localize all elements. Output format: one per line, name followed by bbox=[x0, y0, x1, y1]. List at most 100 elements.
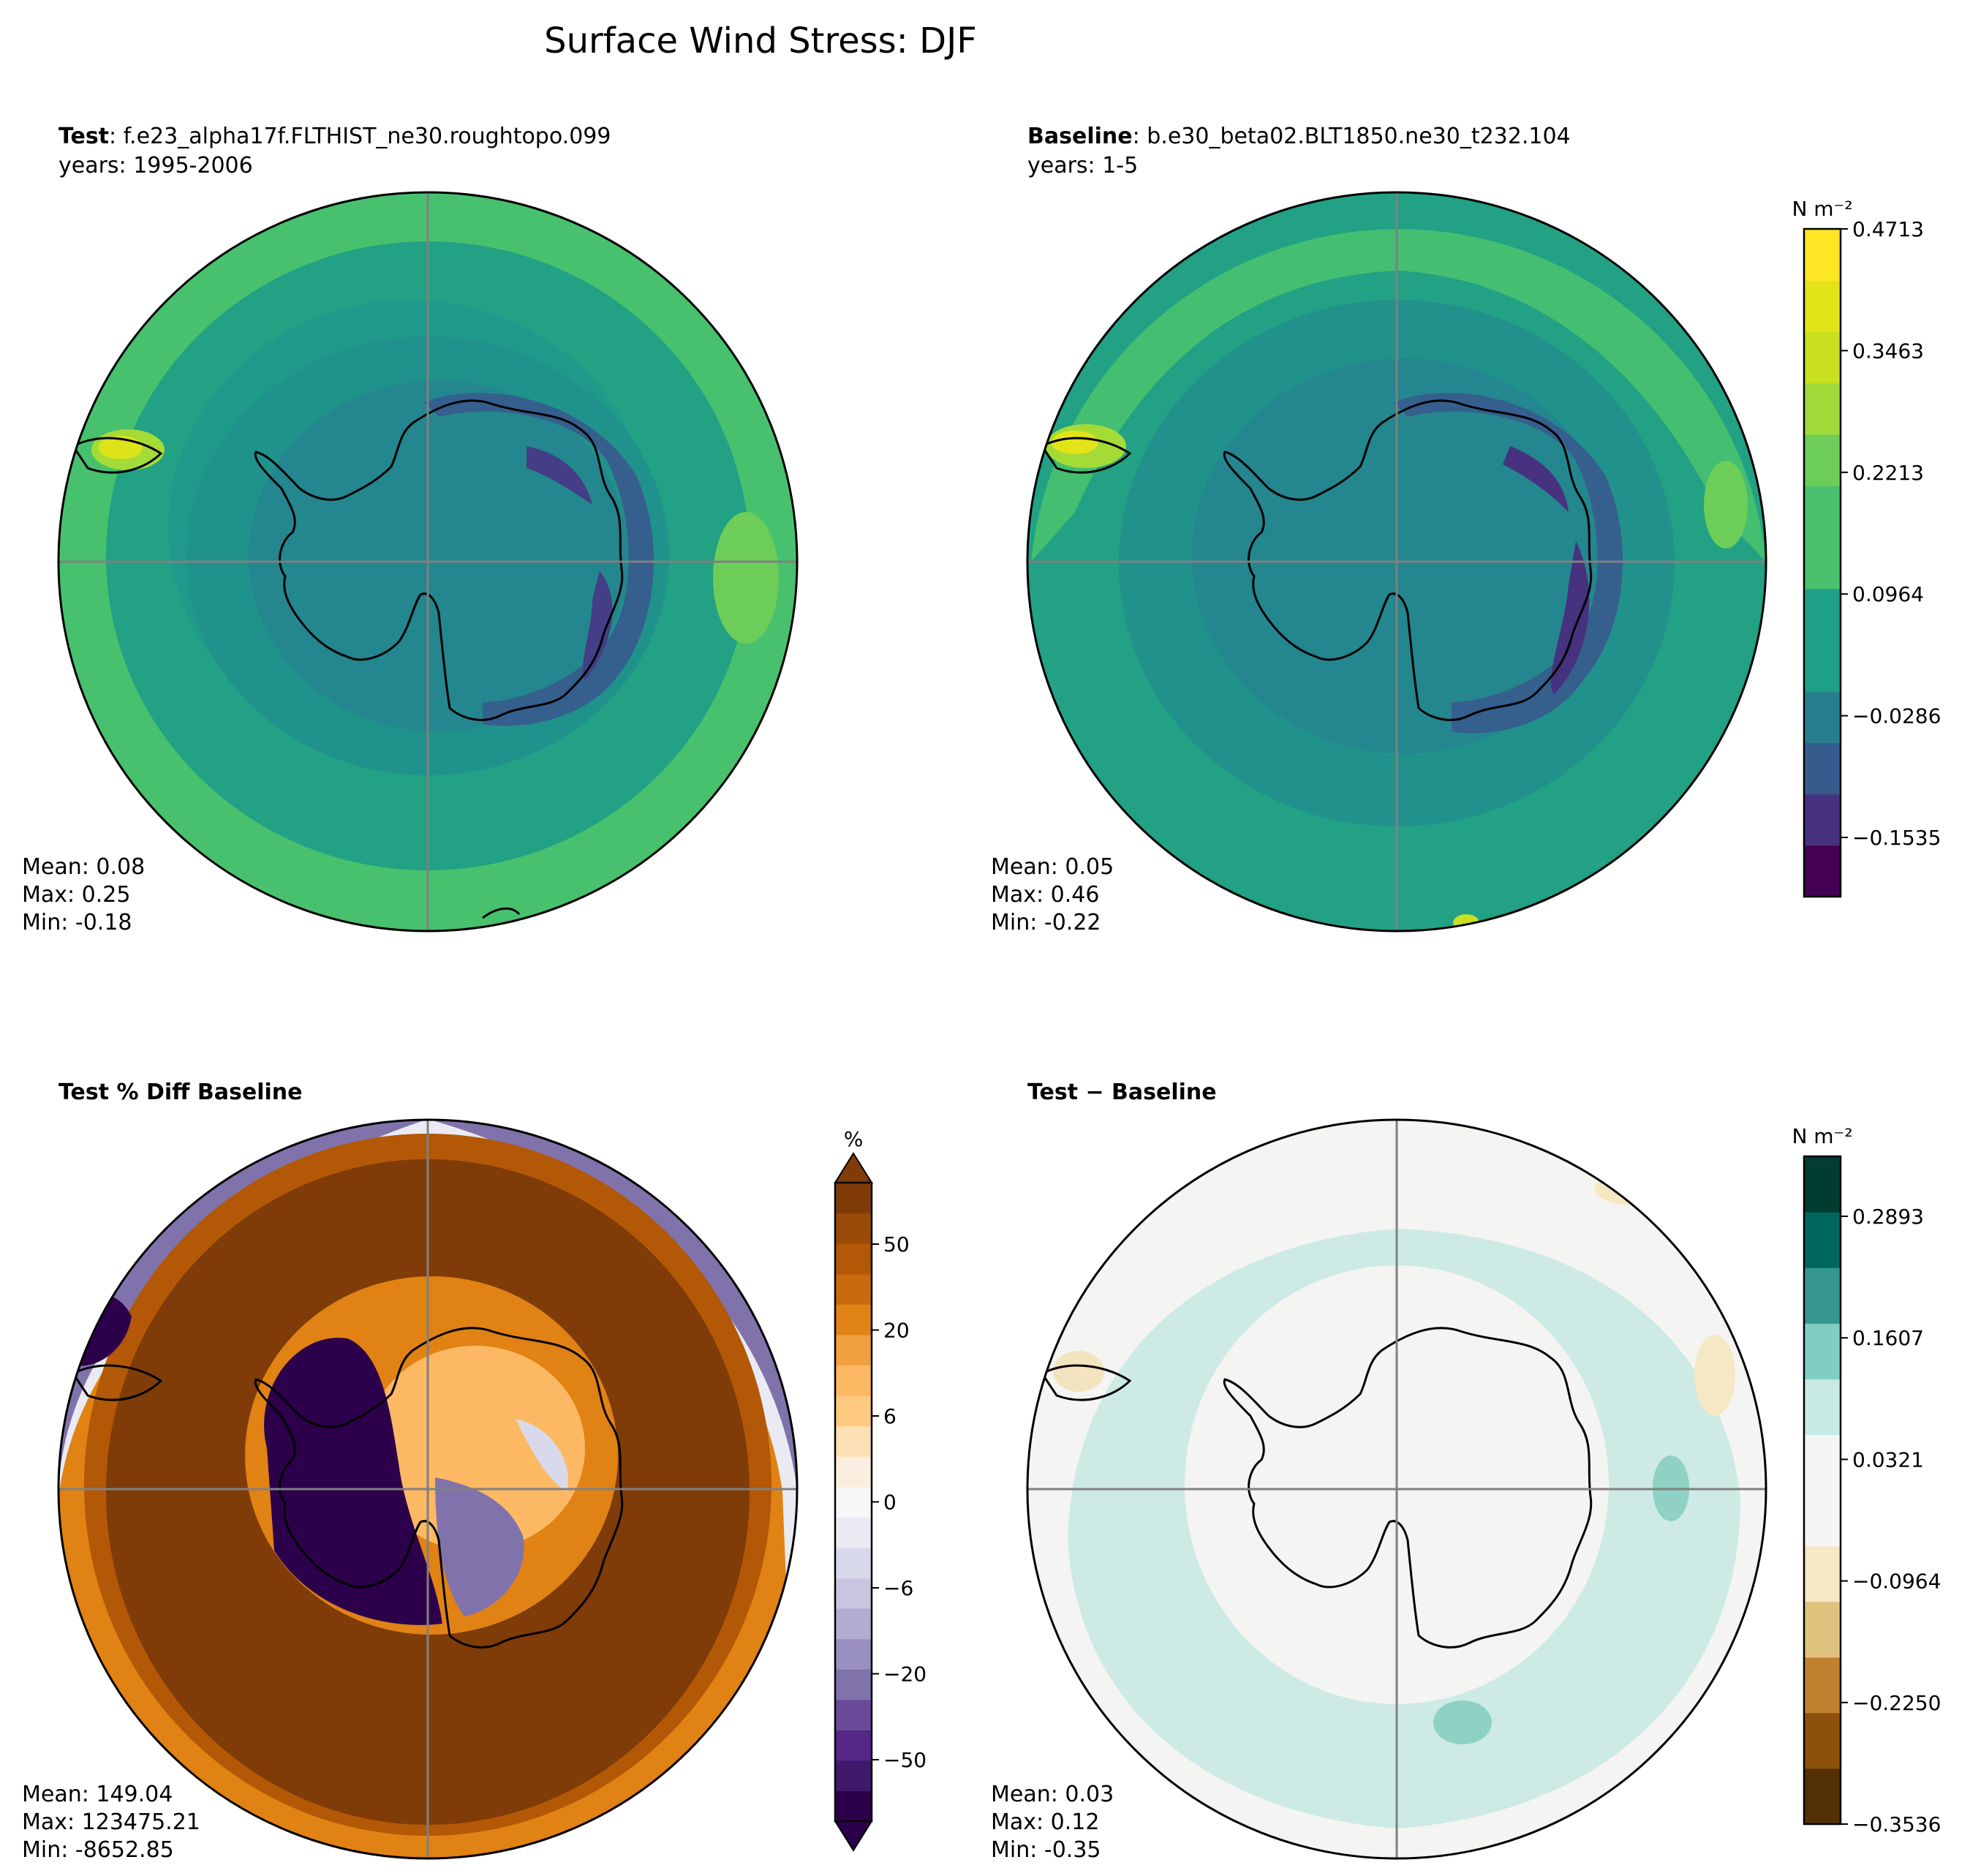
colorbar-tick-label: 6 bbox=[883, 1404, 897, 1428]
colorbar-segment bbox=[835, 1304, 872, 1336]
colorbar-tick-label: −0.0964 bbox=[1852, 1570, 1941, 1594]
map-test bbox=[59, 192, 797, 931]
colorbar-segment bbox=[835, 1790, 872, 1822]
colorbar-segment bbox=[1804, 331, 1841, 384]
colorbar-unit: N m⁻² bbox=[1792, 1124, 1852, 1148]
map-boundary-test bbox=[57, 191, 799, 933]
stat-min-diff: Min: -0.35 bbox=[991, 1837, 1101, 1863]
colorbar-unit: % bbox=[844, 1127, 864, 1151]
colorbar-segment bbox=[1804, 1657, 1841, 1714]
colorbar-segment bbox=[835, 1365, 872, 1396]
colorbar-frame bbox=[1803, 227, 1842, 898]
colorbar-segment bbox=[835, 1486, 872, 1518]
colorbar-tick-label: 0.2893 bbox=[1852, 1205, 1924, 1229]
colorbar-tick-label: 0.1607 bbox=[1852, 1326, 1924, 1350]
figure-title: Surface Wind Stress: DJF bbox=[544, 20, 977, 61]
stat-mean-baseline: Mean: 0.05 bbox=[991, 854, 1114, 880]
colorbar-extend-top bbox=[834, 1152, 873, 1183]
colorbar-segment bbox=[835, 1760, 872, 1792]
colorbar-segment bbox=[1804, 486, 1841, 538]
colorbar-segment bbox=[835, 1213, 872, 1244]
colorbar-segment bbox=[835, 1183, 872, 1214]
colorbar-segment bbox=[835, 1456, 872, 1488]
panel-title-baseline: Baseline: b.e30_beta02.BLT1850.ne30_t232… bbox=[1027, 124, 1571, 149]
colorbar-tick-label: −20 bbox=[883, 1662, 927, 1687]
colorbar-tick-label: 50 bbox=[883, 1232, 910, 1257]
colorbar-segment bbox=[835, 1334, 872, 1366]
colorbar-segment bbox=[1804, 1323, 1841, 1379]
stat-min-baseline: Min: -0.22 bbox=[991, 910, 1101, 935]
colorbar-tick-label: −0.0286 bbox=[1852, 704, 1941, 728]
colorbar-segment bbox=[1804, 1768, 1841, 1825]
colorbar-segment bbox=[835, 1578, 872, 1609]
colorbar-segment bbox=[1804, 1434, 1841, 1491]
colorbar-tick-label: 0.3463 bbox=[1852, 339, 1924, 363]
colorbar-unit: N m⁻² bbox=[1792, 197, 1852, 221]
colorbar-diff: N m⁻² 0.2893 0.1607 0.0321 −0.0964 −0.2250 −0.… bbox=[1792, 1124, 1941, 1837]
colorbar-tick-label: 0.0964 bbox=[1852, 582, 1924, 606]
colorbar-segment bbox=[1804, 1379, 1841, 1436]
colorbar-extend-bottom bbox=[834, 1820, 873, 1852]
colorbar-tick-label: −0.3536 bbox=[1852, 1812, 1941, 1837]
stat-mean-pctdiff: Mean: 149.04 bbox=[22, 1782, 173, 1807]
map-boundary-diff bbox=[1026, 1118, 1767, 1860]
map-diff bbox=[1027, 1120, 1766, 1858]
panel-subtitle-test: years: 1995-2006 bbox=[59, 153, 253, 178]
stat-max-baseline: Max: 0.46 bbox=[991, 882, 1099, 908]
colorbar-segment bbox=[1804, 1545, 1841, 1602]
stat-mean-test: Mean: 0.08 bbox=[22, 854, 145, 880]
stat-max-test: Max: 0.25 bbox=[22, 882, 130, 908]
colorbar-segment bbox=[1804, 537, 1841, 589]
colorbar-segment bbox=[1804, 434, 1841, 486]
colorbar-segment bbox=[835, 1395, 872, 1427]
colorbar-segment bbox=[1804, 383, 1841, 435]
colorbar-segment bbox=[835, 1669, 872, 1700]
colorbar-tick-label: −50 bbox=[883, 1748, 927, 1772]
panel-title-diff: Test − Baseline bbox=[1027, 1080, 1217, 1105]
colorbar-segment bbox=[835, 1243, 872, 1275]
stat-max-diff: Max: 0.12 bbox=[991, 1809, 1099, 1835]
colorbar-segment bbox=[1804, 1490, 1841, 1547]
colorbar-tick-label: −6 bbox=[883, 1576, 913, 1600]
colorbar-segment bbox=[1804, 845, 1841, 897]
colorbar-segment bbox=[1804, 229, 1841, 281]
colorbar-frame bbox=[1803, 1155, 1842, 1826]
colorbar-segment bbox=[1804, 1156, 1841, 1213]
panel-baseline: Baseline: b.e30_beta02.BLT1850.ne30_t232… bbox=[991, 124, 1767, 935]
colorbar-tick-label: 0 bbox=[883, 1491, 897, 1515]
colorbar-tick-label: −0.1535 bbox=[1852, 826, 1941, 850]
colorbar-segment bbox=[1804, 1267, 1841, 1324]
colorbar-tick-label: 0.0321 bbox=[1852, 1447, 1924, 1472]
panel-test: Test: f.e23_alpha17f.FLTHIST_ne30.rought… bbox=[22, 124, 799, 935]
colorbar-segment bbox=[835, 1608, 872, 1640]
colorbar-tick-label: 0.4713 bbox=[1852, 217, 1924, 241]
panel-diff: Test − Baseline Mean: 0.03 Max: 0.12 Min… bbox=[991, 1080, 1767, 1863]
map-boundary-baseline bbox=[1026, 191, 1767, 933]
colorbar-segment bbox=[835, 1730, 872, 1761]
colorbar-segment bbox=[835, 1273, 872, 1305]
panel-title-test: Test: f.e23_alpha17f.FLTHIST_ne30.rought… bbox=[59, 124, 611, 149]
colorbar-tick-label: 0.2213 bbox=[1852, 461, 1924, 485]
colorbar-segment bbox=[1804, 639, 1841, 692]
stat-max-pctdiff: Max: 123475.21 bbox=[22, 1809, 200, 1835]
map-boundary-pctdiff bbox=[57, 1118, 799, 1860]
colorbar-segment bbox=[835, 1517, 872, 1548]
colorbar-segment bbox=[1804, 1212, 1841, 1268]
colorbar-tick-label: −0.2250 bbox=[1852, 1691, 1941, 1715]
colorbar-segment bbox=[1804, 1601, 1841, 1658]
stat-mean-diff: Mean: 0.03 bbox=[991, 1782, 1114, 1807]
colorbar-segment bbox=[1804, 691, 1841, 743]
map-pctdiff bbox=[59, 1120, 797, 1858]
colorbar-segment bbox=[1804, 280, 1841, 333]
panel-pctdiff: Test % Diff Baseline Mean: 149.04 Max: 1… bbox=[22, 1080, 799, 1863]
colorbar-segment bbox=[1804, 1712, 1841, 1769]
colorbar-segment bbox=[835, 1547, 872, 1579]
panel-title-pctdiff: Test % Diff Baseline bbox=[59, 1080, 303, 1105]
colorbar-tick-label: 20 bbox=[883, 1319, 910, 1343]
colorbar-segment bbox=[1804, 794, 1841, 846]
colorbar-pctdiff: % 50 20 6 0 −6 −20 −50 bbox=[834, 1127, 927, 1852]
stat-min-pctdiff: Min: -8652.85 bbox=[22, 1837, 174, 1863]
colorbar-segment bbox=[1804, 588, 1841, 641]
colorbar-segment bbox=[835, 1425, 872, 1457]
